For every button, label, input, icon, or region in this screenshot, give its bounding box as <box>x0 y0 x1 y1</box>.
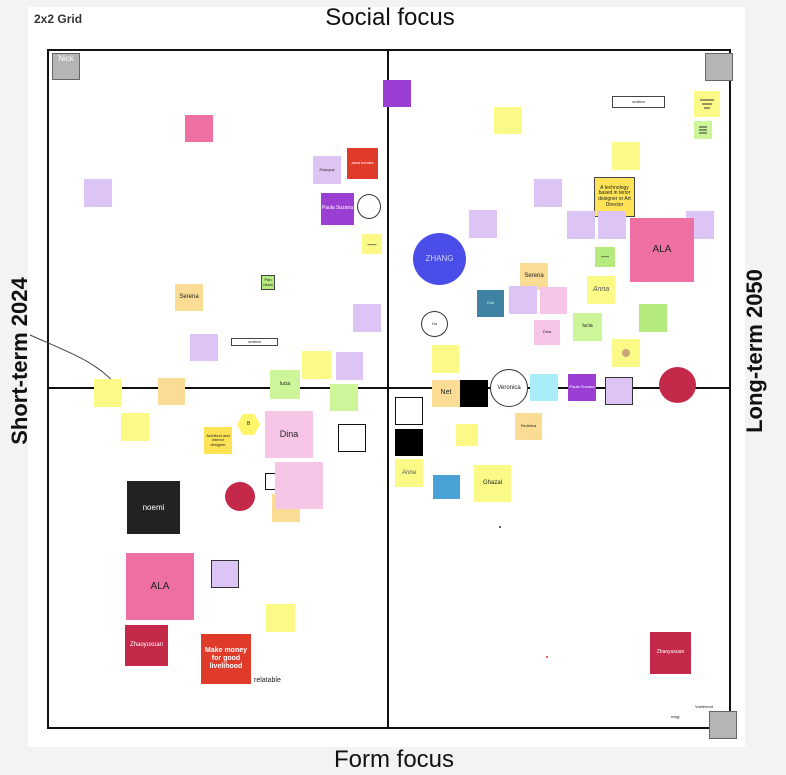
sticky-note[interactable] <box>540 287 567 314</box>
list-icon <box>699 126 707 134</box>
dot-marker <box>499 526 501 528</box>
sticky-note[interactable] <box>275 462 323 509</box>
sticky-note[interactable] <box>84 179 112 207</box>
sticky-note[interactable]: Make money for good livelihood <box>201 634 251 684</box>
sticky-note[interactable] <box>605 377 633 405</box>
sticky-note[interactable]: noemi <box>127 481 180 534</box>
sticky-note[interactable] <box>432 345 459 373</box>
sticky-note[interactable]: Elia <box>477 290 504 317</box>
sticky-note[interactable] <box>353 304 381 332</box>
sticky-note[interactable] <box>612 142 640 170</box>
sticky-note[interactable]: Dina <box>265 411 313 458</box>
sticky-note[interactable]: Ghazal <box>474 465 511 502</box>
text-box[interactable]: andrea <box>612 96 665 108</box>
sticky-note[interactable]: — <box>595 247 615 267</box>
grey-block[interactable] <box>705 53 733 81</box>
sticky-note[interactable] <box>158 378 185 405</box>
circle-shape[interactable] <box>357 194 381 219</box>
sticky-note[interactable] <box>94 379 122 407</box>
sticky-note[interactable]: Zhaoyuxuan <box>125 625 168 666</box>
circle-shape[interactable] <box>225 482 255 511</box>
hexagon-shape[interactable]: B <box>237 414 260 435</box>
sticky-note[interactable]: Federica <box>515 413 542 440</box>
sticky-note[interactable] <box>121 413 149 441</box>
sticky-note[interactable]: Paula Suzana <box>321 193 354 225</box>
sticky-note[interactable] <box>598 211 626 239</box>
list-icon <box>700 99 714 109</box>
sticky-note[interactable]: Anna <box>587 276 615 304</box>
sticky-note[interactable] <box>266 604 295 632</box>
sticky-note[interactable]: Serena <box>175 284 203 311</box>
sticky-note[interactable]: Pan vision <box>261 275 275 290</box>
sticky-note[interactable] <box>330 384 358 411</box>
sticky-note[interactable]: ALA <box>126 553 194 620</box>
sticky-note[interactable]: Anna <box>395 459 423 487</box>
sticky-note[interactable] <box>336 352 363 380</box>
vertical-axis-line <box>387 49 389 729</box>
sticky-note[interactable] <box>433 475 460 499</box>
sticky-note[interactable] <box>395 429 423 456</box>
grey-block[interactable] <box>709 711 737 739</box>
horizontal-axis-line <box>47 387 731 389</box>
sticky-note[interactable]: Net <box>432 380 460 407</box>
sticky-note[interactable] <box>383 80 411 107</box>
sticky-note[interactable] <box>211 560 239 588</box>
axis-label-top: Social focus <box>325 4 455 31</box>
sticky-note-nick[interactable]: Nick <box>52 53 80 80</box>
circle-shape[interactable] <box>659 367 696 403</box>
sticky-note[interactable]: A technology based in terior designer or… <box>594 177 635 217</box>
sticky-note[interactable]: Dina <box>534 320 560 345</box>
sticky-note[interactable]: lucia <box>270 370 300 399</box>
sticky-note[interactable] <box>494 107 522 134</box>
sticky-note[interactable] <box>302 351 331 379</box>
text-label: edgy <box>671 714 680 719</box>
sticky-note[interactable] <box>567 211 595 239</box>
sticky-note[interactable]: — <box>362 234 382 254</box>
sticky-note[interactable]: Architect and interior designer <box>204 427 232 454</box>
sticky-note[interactable] <box>456 424 478 446</box>
sticky-note[interactable] <box>639 304 667 332</box>
board-title: 2x2 Grid <box>34 12 83 26</box>
sticky-note[interactable]: Zhaoyue <box>313 156 341 184</box>
sticky-note[interactable]: Zhaoyuxuan <box>650 632 691 674</box>
text-label: relatable <box>254 677 281 684</box>
axis-label-bottom: Form focus <box>333 746 455 773</box>
sticky-note[interactable] <box>185 115 213 142</box>
sticky-note[interactable]: anca koroba <box>347 148 378 179</box>
text-box[interactable]: andrea <box>231 338 278 346</box>
sticky-note[interactable] <box>190 334 218 361</box>
sticky-note[interactable] <box>694 121 712 139</box>
sticky-note[interactable] <box>534 179 562 207</box>
sticky-note[interactable] <box>460 380 488 407</box>
dot-marker <box>546 656 548 658</box>
sticky-note[interactable]: Paula Suzana <box>568 374 596 401</box>
circle-shape[interactable]: Hu <box>421 311 448 337</box>
square-shape[interactable] <box>395 397 423 425</box>
axis-label-right: Long-term 2050 <box>742 269 767 433</box>
circle-shape[interactable]: ZHANG <box>413 233 466 285</box>
sticky-note[interactable] <box>469 210 497 238</box>
square-shape[interactable] <box>338 424 366 452</box>
sticky-note[interactable]: lucia <box>573 313 602 341</box>
sticky-note[interactable] <box>530 374 558 401</box>
sticky-note[interactable] <box>694 91 720 117</box>
circle-shape[interactable]: Veronica <box>490 369 528 407</box>
sticky-note[interactable]: ALA <box>630 218 694 282</box>
whiteboard-canvas[interactable]: 2x2 Grid Social focus Form focus Short-t… <box>7 4 767 773</box>
grid-frame <box>47 49 731 729</box>
sticky-note[interactable]: Serena <box>520 263 548 290</box>
sticky-note[interactable] <box>612 339 640 367</box>
text-label: Voldemort <box>695 704 714 709</box>
dot-icon <box>622 349 630 357</box>
sticky-note[interactable] <box>509 286 537 314</box>
